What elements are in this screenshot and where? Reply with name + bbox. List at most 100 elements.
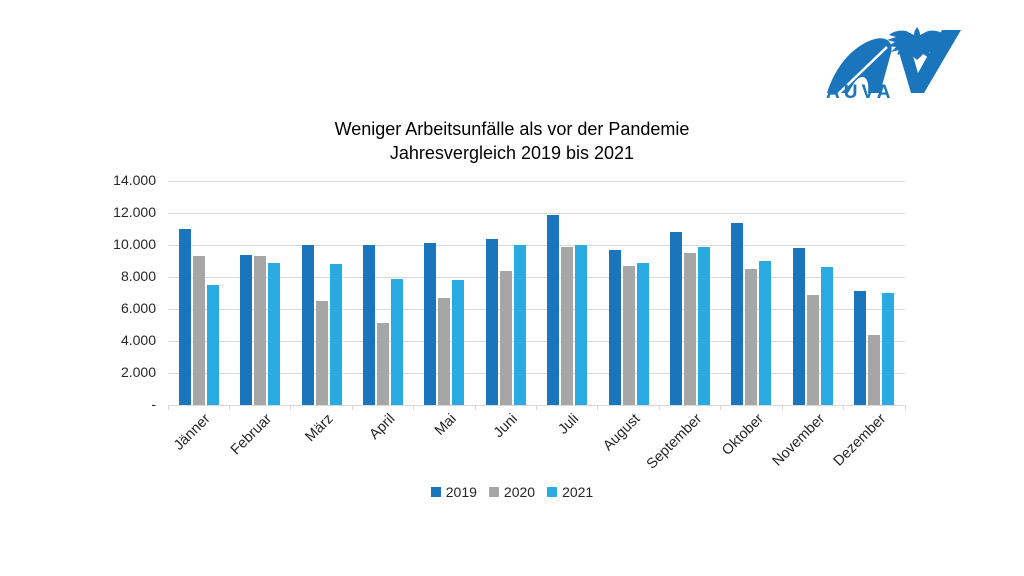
x-axis-tick [413,405,415,410]
x-axis-label: August [600,411,644,455]
bar-2021 [820,267,833,405]
x-axis-tick [843,405,845,410]
gridline [168,180,905,182]
logo-slash [834,46,888,98]
x-axis-tick [658,405,660,410]
legend: 2019 2020 2021 [0,484,1024,500]
bar-2021 [206,285,219,405]
gridline [168,244,905,246]
bar-group [475,181,536,405]
x-axis-label: Juni [490,411,522,442]
eagle-icon [887,27,947,60]
gridline [168,212,905,214]
x-axis-tick [167,405,169,410]
x-axis-tick [228,405,230,410]
legend-swatch [547,487,558,497]
y-axis-label: 14.000 [113,172,156,188]
legend-item: 2021 [547,484,593,500]
x-axis-tick [720,405,722,410]
y-axis-label: 2.000 [120,364,156,380]
bar-2019 [362,245,375,405]
y-axis-label: 4.000 [120,332,156,348]
gridline [168,372,905,374]
x-axis-label: Jänner [171,411,215,454]
legend-label: 2020 [503,484,536,500]
bar-2021 [882,293,895,405]
av-monogram [827,27,961,98]
bar-2020 [254,256,267,405]
bar-2019 [670,232,683,405]
bar-group [721,181,782,405]
bar-2020 [315,301,328,405]
bar-2021 [636,263,649,405]
bar-2019 [731,223,744,405]
x-axis-tick [351,405,353,410]
x-axis-label: Juli [555,411,583,438]
bar-2020 [192,256,205,405]
bar-group [352,181,413,405]
bar-2021 [513,245,526,405]
bar-2020 [868,335,881,405]
x-axis-tick [781,405,783,410]
bar-group [168,181,229,405]
y-axis-label: 10.000 [113,236,156,252]
av-v-shape [895,30,961,93]
x-axis-tick [474,405,476,410]
bar-group [537,181,598,405]
x-axis-label: April [366,411,399,443]
bar-2021 [759,261,772,405]
chart-title: Weniger Arbeitsunfälle als vor der Pande… [0,117,1024,165]
gridline [168,308,905,310]
bar-2019 [240,255,253,405]
x-axis-tick [904,405,906,410]
bar-2021 [575,245,588,405]
bar-group [229,181,290,405]
legend-swatch [488,487,499,497]
bar-group [659,181,720,405]
x-axis-label: Oktober [718,411,767,459]
x-axis-label: November [769,411,829,470]
bar-group [291,181,352,405]
bar-2019 [854,291,867,405]
bar-2019 [608,250,621,405]
bar-2021 [329,264,342,405]
legend-swatch [430,487,441,497]
bar-2019 [485,239,498,405]
bar-2020 [684,253,697,405]
auva-logo-text: AUVA [826,82,895,103]
av-a-shape [827,38,892,93]
bar-2021 [268,263,281,405]
bar-2019 [792,248,805,405]
bar-2021 [452,280,465,405]
bar-group [844,181,905,405]
plot-area: 14.000 12.000 10.000 8.000 6.000 4.000 2.000- … [113,172,906,472]
bar-2020 [561,247,574,405]
bar-2019 [301,245,314,405]
chart-title-line1: Weniger Arbeitsunfälle als vor der Pande… [334,119,690,139]
x-axis-tick [290,405,292,410]
bar-2020 [622,266,635,405]
auva-logo: AUVA [823,25,968,109]
bar-2021 [698,247,711,405]
x-axis-tick [597,405,599,410]
bar-2021 [390,279,403,405]
bar-2020 [438,298,451,405]
gridline [168,340,905,342]
legend-item: 2020 [488,484,536,500]
x-axis-label: Februar [228,411,276,459]
x-axis-label: September [643,411,706,473]
y-axis-label: 6.000 [120,300,156,316]
bar-2020 [376,323,389,405]
y-axis-label: 8.000 [120,268,156,284]
bar-2020 [499,271,512,405]
y-axis-labels: 14.000 12.000 10.000 8.000 6.000 4.000 2.000 - [56,172,156,412]
bar-group [598,181,659,405]
x-axis-label: März [302,411,337,446]
bar-group [782,181,843,405]
legend-label: 2021 [562,484,594,500]
legend-item: 2019 [430,484,477,500]
bar-2020 [745,269,758,405]
y-axis-label: 12.000 [113,204,156,220]
x-axis-label: Dezember [830,411,890,470]
